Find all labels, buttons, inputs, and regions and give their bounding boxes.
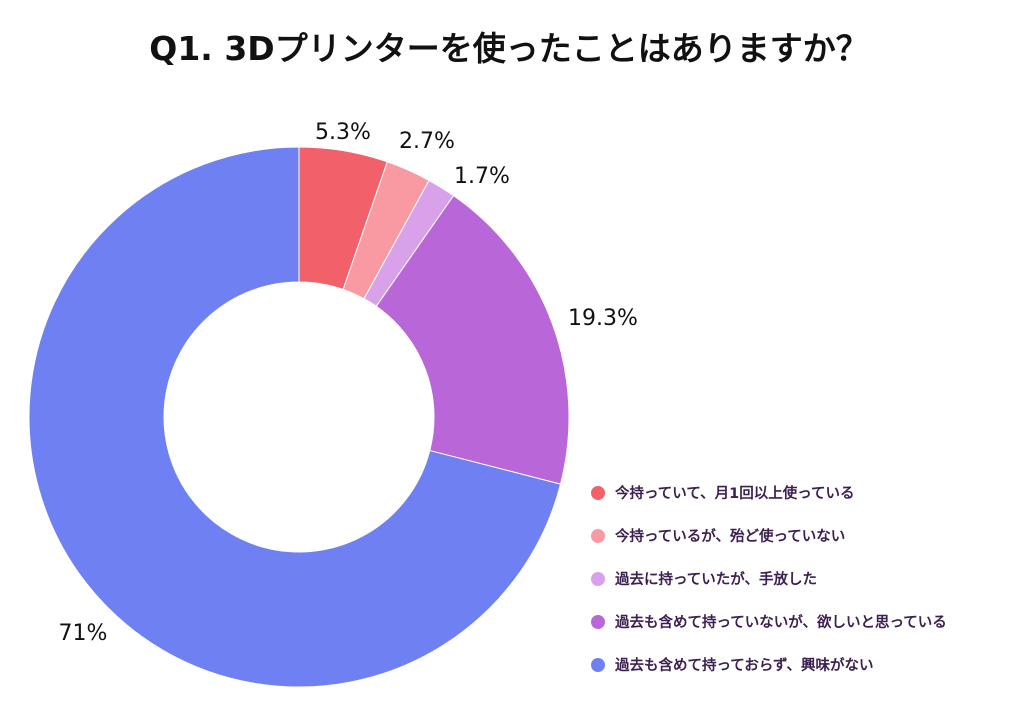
- value-label: 1.7%: [454, 164, 510, 189]
- legend-label: 過去も含めて持っていないが、欲しいと思っている: [614, 613, 947, 631]
- legend: 今持っていて、月1回以上使っている今持っているが、殆ど使っていない過去に持ってい…: [591, 484, 947, 674]
- legend-item: 過去に持っていたが、手放した: [591, 570, 817, 588]
- legend-item: 今持っているが、殆ど使っていない: [591, 527, 845, 545]
- donut-slices: [28, 146, 570, 688]
- legend-label: 過去も含めて持っておらず、興味がない: [614, 656, 874, 674]
- legend-marker: [591, 486, 605, 500]
- value-label: 19.3%: [568, 306, 638, 331]
- legend-item: 今持っていて、月1回以上使っている: [591, 484, 854, 502]
- legend-item: 過去も含めて持っておらず、興味がない: [591, 656, 874, 674]
- value-label: 71%: [59, 621, 108, 646]
- legend-label: 今持っていて、月1回以上使っている: [614, 484, 854, 502]
- legend-marker: [591, 572, 605, 586]
- value-labels: 5.3% 2.7% 1.7% 19.3% 71%: [59, 120, 638, 646]
- donut-slice: [28, 146, 562, 688]
- legend-item: 過去も含めて持っていないが、欲しいと思っている: [591, 613, 947, 631]
- legend-marker: [591, 529, 605, 543]
- value-label: 2.7%: [399, 129, 455, 154]
- legend-marker: [591, 615, 605, 629]
- legend-label: 今持っているが、殆ど使っていない: [614, 527, 845, 545]
- chart-title: Q1. 3Dプリンターを使ったことはありますか？: [149, 29, 868, 68]
- donut-slice: [375, 194, 570, 485]
- legend-marker: [591, 658, 605, 672]
- legend-label: 過去に持っていたが、手放した: [614, 570, 817, 588]
- value-label: 5.3%: [315, 120, 371, 145]
